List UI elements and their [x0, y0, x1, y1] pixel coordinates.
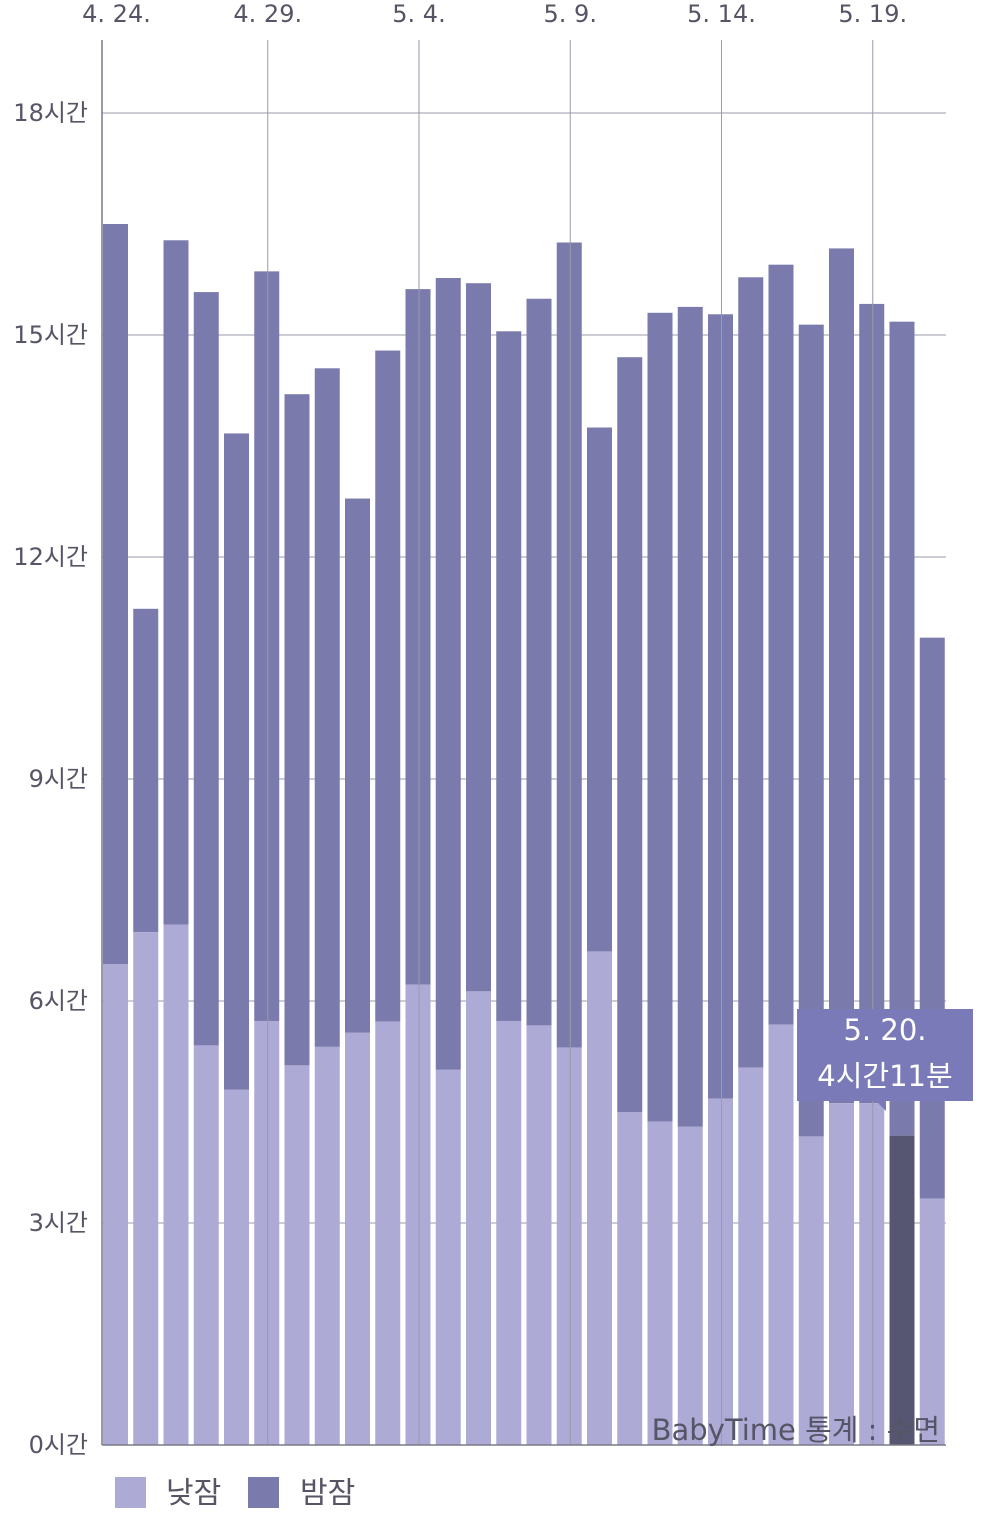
bar-night	[677, 306, 703, 1127]
bar-nap	[919, 1198, 945, 1445]
bar-nap	[829, 1103, 854, 1445]
y-tick-label: 0시간	[29, 1431, 88, 1459]
bar-nap	[254, 1020, 280, 1445]
bar-night	[375, 350, 401, 1022]
bars	[103, 224, 945, 1445]
bar-nap	[587, 951, 612, 1445]
bar-nap	[435, 1069, 461, 1445]
axes	[101, 40, 946, 1446]
y-tick-label: 12시간	[13, 543, 88, 571]
bar-nap	[375, 1021, 401, 1445]
bar-nap	[284, 1065, 310, 1445]
bar-night	[889, 321, 915, 1136]
bar-night	[133, 608, 159, 933]
bar-night	[526, 298, 552, 1026]
bar-night	[466, 283, 491, 992]
bar-nap	[405, 984, 431, 1445]
bar-night	[496, 331, 522, 1021]
legend-label-night: 밤잠	[300, 1476, 355, 1511]
bar-night	[193, 292, 219, 1046]
y-axis-labels: 0시간 3시간 6시간 9시간 12시간 15시간 18시간	[13, 99, 88, 1459]
y-tick-label: 3시간	[29, 1209, 88, 1237]
tooltip: 5. 20. 4시간11분	[797, 1009, 973, 1111]
tooltip-pointer	[876, 1101, 886, 1111]
bar-night	[859, 303, 885, 1104]
bar-nap	[798, 1136, 824, 1445]
watermark: BabyTime 통계 : 수면	[652, 1413, 940, 1447]
bar-night	[798, 324, 824, 1137]
bar-nap	[556, 1047, 582, 1445]
bar-night	[345, 498, 370, 1033]
x-tick-label: 4. 24.	[82, 0, 151, 28]
tooltip-box	[797, 1009, 973, 1101]
bar-night	[738, 277, 764, 1068]
bar-nap	[738, 1067, 764, 1445]
bar-nap	[314, 1046, 340, 1445]
bar-nap	[466, 991, 491, 1445]
bar-night	[829, 248, 854, 1104]
bar-night	[224, 433, 249, 1090]
y-tick-label: 6시간	[29, 987, 88, 1015]
y-tick-label: 15시간	[13, 321, 88, 349]
bar-night	[768, 264, 794, 1025]
bar-nap	[224, 1089, 249, 1445]
bar-nap	[193, 1045, 219, 1445]
bar-nap	[708, 1098, 733, 1445]
bar-night	[647, 312, 673, 1122]
bar-night	[587, 427, 612, 952]
bar-nap	[103, 964, 128, 1445]
bar-nap	[859, 1103, 885, 1445]
bar-nap	[163, 924, 189, 1445]
bar-nap	[345, 1032, 370, 1445]
bar-night	[617, 357, 643, 1112]
bar-nap	[889, 1135, 915, 1445]
x-tick-label: 5. 19.	[838, 0, 907, 28]
bar-night	[435, 278, 461, 1070]
bar-nap	[526, 1025, 552, 1445]
bar-night	[556, 242, 582, 1048]
bar-night	[254, 271, 280, 1021]
legend-swatch-nap	[115, 1477, 146, 1508]
bar-nap	[617, 1112, 643, 1445]
legend-swatch-night	[248, 1477, 279, 1508]
bar-night	[314, 368, 340, 1047]
bar-night	[103, 224, 128, 964]
tooltip-date: 5. 20.	[843, 1013, 926, 1047]
x-axis-labels: 4. 24. 4. 29. 5. 4. 5. 9. 5. 14. 5. 19.	[82, 0, 907, 28]
bar-nap	[647, 1121, 673, 1445]
x-tick-label: 5. 4.	[392, 0, 445, 28]
bar-nap	[133, 932, 159, 1445]
x-tick-label: 4. 29.	[233, 0, 302, 28]
y-tick-label: 9시간	[29, 765, 88, 793]
bar-night	[708, 314, 733, 1099]
bar-night	[163, 240, 189, 925]
bar-night	[284, 394, 310, 1066]
legend: 낮잠 밤잠	[115, 1476, 355, 1511]
y-tick-label: 18시간	[13, 99, 88, 127]
legend-label-nap: 낮잠	[166, 1476, 221, 1511]
bar-nap	[768, 1024, 794, 1445]
tooltip-value: 4시간11분	[817, 1059, 952, 1093]
bar-night	[405, 289, 431, 985]
bar-nap	[496, 1020, 522, 1445]
x-tick-label: 5. 14.	[687, 0, 756, 28]
bar-night	[919, 637, 945, 1199]
bar-nap	[677, 1126, 703, 1445]
x-tick-label: 5. 9.	[544, 0, 597, 28]
